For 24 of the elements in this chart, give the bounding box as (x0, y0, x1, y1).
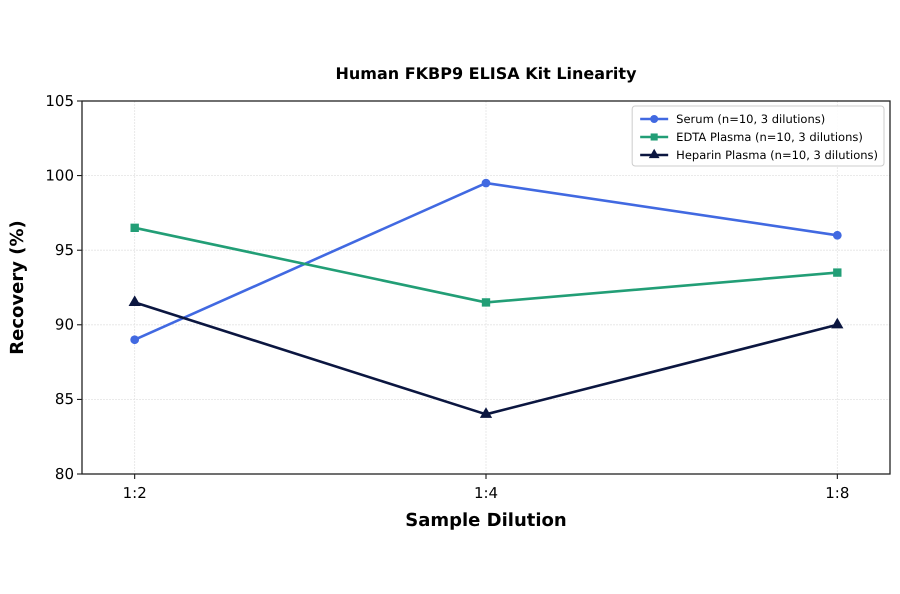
point (482, 178, 490, 188)
point (130, 335, 140, 344)
legend-label: EDTA Plasma (n=10, 3 dilutions) (676, 130, 863, 144)
y-tick-label: 90 (54, 316, 74, 334)
point (128, 295, 141, 306)
point (831, 318, 844, 328)
y-tick-label: 105 (45, 92, 74, 110)
point (832, 230, 842, 240)
y-tick-label: 85 (54, 390, 74, 408)
y-axis-title: Recovery (%) (7, 220, 28, 355)
y-tick-label: 95 (54, 241, 74, 259)
point (480, 407, 492, 418)
y-tick-label: 80 (54, 464, 74, 483)
chart-title: Human FKBP9 ELISA Kit Linearity (336, 64, 638, 83)
x-tick-label: 1:8 (825, 484, 850, 502)
point (482, 298, 490, 307)
x-tick-label: 1:4 (474, 484, 498, 502)
y-tick-label: 100 (45, 166, 74, 184)
point (130, 224, 139, 232)
x-axis-title: Sample Dilution (405, 510, 567, 531)
legend-label: Serum (n=10, 3 dilutions) (676, 112, 826, 126)
legend-label: Heparin Plasma (n=10, 3 dilutions) (676, 148, 878, 162)
x-tick-label: 1:2 (122, 484, 147, 502)
point (833, 268, 842, 277)
